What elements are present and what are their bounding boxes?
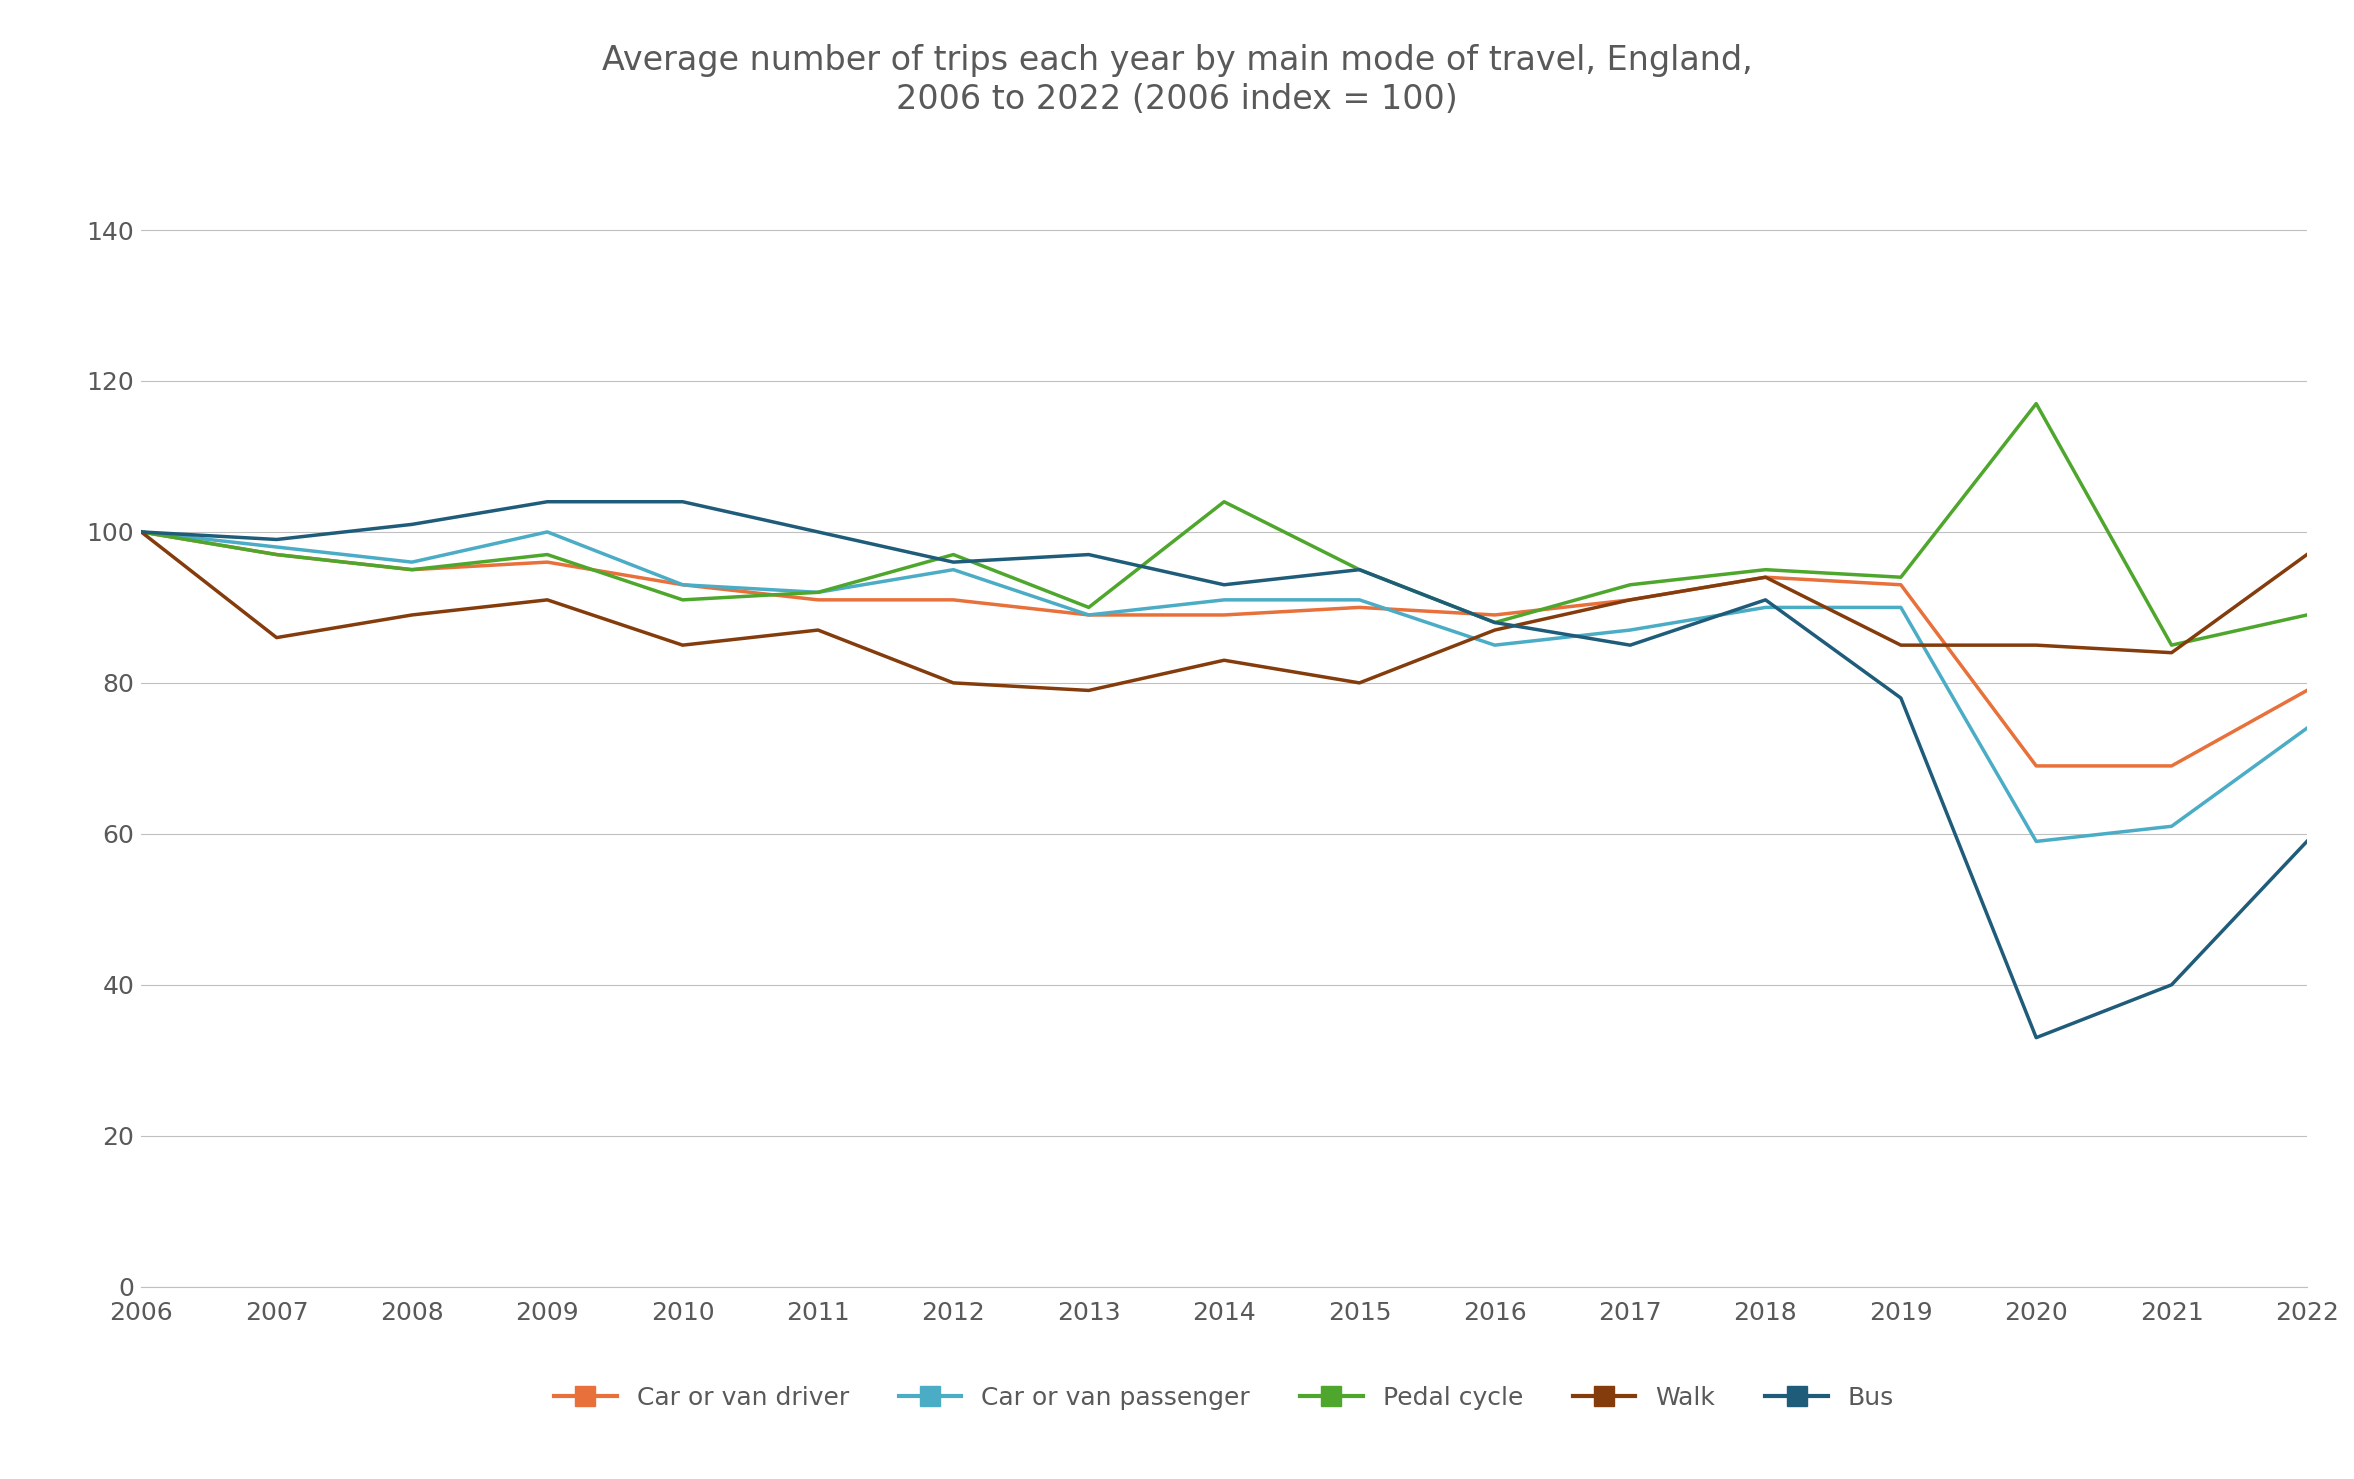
Legend: Car or van driver, Car or van passenger, Pedal cycle, Walk, Bus: Car or van driver, Car or van passenger,…: [544, 1375, 1904, 1420]
Text: Average number of trips each year by main mode of travel, England,
2006 to 2022 : Average number of trips each year by mai…: [603, 44, 1751, 115]
